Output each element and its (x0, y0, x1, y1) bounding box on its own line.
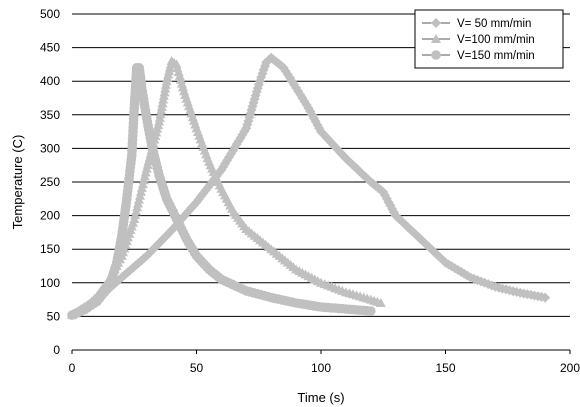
y-tick-label: 150 (40, 242, 60, 256)
y-tick-label: 300 (40, 141, 60, 155)
y-tick-label: 50 (47, 309, 61, 323)
x-tick-label: 200 (560, 361, 580, 375)
y-tick-label: 0 (53, 343, 60, 357)
y-tick-label: 250 (40, 175, 60, 189)
legend-circle-icon (431, 50, 441, 60)
series-circle (67, 63, 376, 320)
x-tick-label: 100 (311, 361, 331, 375)
tick-labels: 0 50 100 150 200 250 300 350 400 450 500 0 50 100 150 2… (40, 7, 580, 375)
y-tick-label: 450 (40, 41, 60, 55)
series-diamond (67, 52, 551, 321)
y-axis-title: Temperature (C) (10, 135, 25, 230)
legend-label: V=150 mm/min (457, 50, 535, 62)
legend-item: V=100 mm/min (422, 34, 535, 46)
y-tick-label: 350 (40, 108, 60, 122)
legend: V= 50 mm/min V=100 mm/min V=150 mm/min (414, 9, 564, 69)
legend-item: V=150 mm/min (422, 50, 535, 62)
x-tick-label: 50 (190, 361, 204, 375)
legend-item: V= 50 mm/min (422, 18, 531, 30)
y-tick-label: 100 (40, 276, 60, 290)
y-tick-label: 400 (40, 74, 60, 88)
series-layer (67, 52, 551, 321)
legend-label: V= 50 mm/min (457, 18, 531, 30)
legend-label: V=100 mm/min (457, 34, 535, 46)
y-tick-label: 200 (40, 209, 60, 223)
x-axis-title: Time (s) (297, 390, 344, 405)
y-tick-label: 500 (40, 7, 60, 21)
x-tick-label: 150 (435, 361, 455, 375)
data-point (366, 306, 376, 316)
x-tick-label: 0 (69, 361, 76, 375)
